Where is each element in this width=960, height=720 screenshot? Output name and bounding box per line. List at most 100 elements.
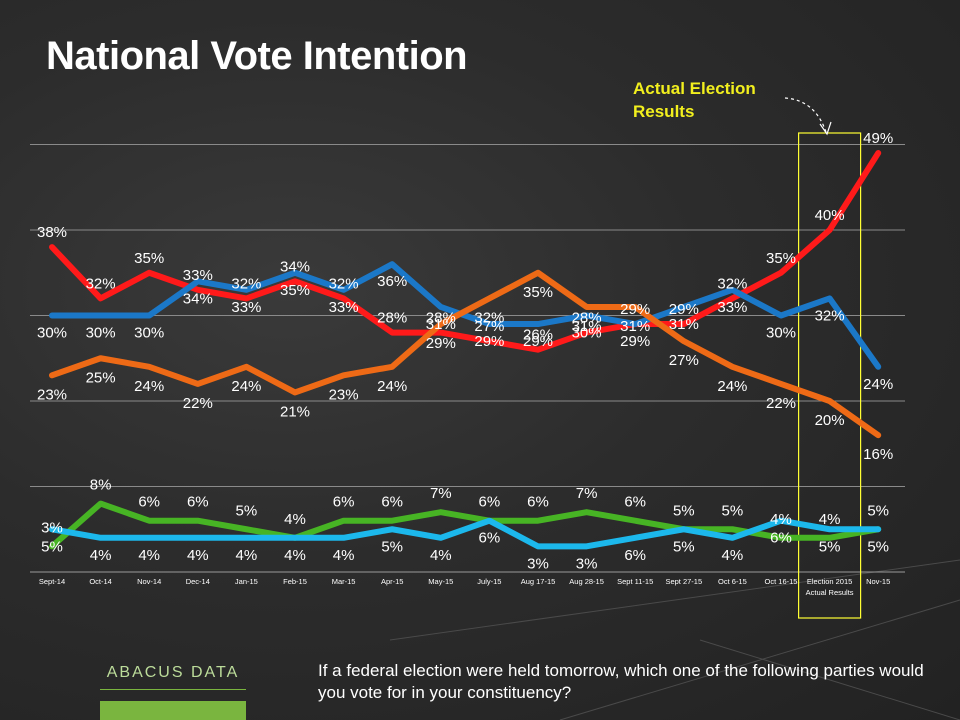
x-tick-label: Mar-15 bbox=[332, 577, 356, 586]
data-label: 49% bbox=[863, 130, 893, 147]
x-tick-label: Sept 27-15 bbox=[665, 577, 702, 586]
data-label: 7% bbox=[430, 485, 452, 502]
data-label: 5% bbox=[673, 502, 695, 519]
data-label: 35% bbox=[134, 250, 164, 267]
bg-deco-line bbox=[389, 559, 960, 641]
data-label: 28% bbox=[426, 310, 456, 327]
data-label: 30% bbox=[134, 325, 164, 342]
survey-question: If a federal election were held tomorrow… bbox=[318, 661, 924, 702]
data-label: 33% bbox=[231, 299, 261, 316]
data-label: 33% bbox=[183, 267, 213, 284]
data-label: 4% bbox=[284, 511, 306, 528]
data-label: 8% bbox=[90, 477, 112, 494]
election-annotation: Actual Election Results bbox=[633, 79, 756, 121]
data-label: 3% bbox=[576, 555, 598, 572]
data-label: 33% bbox=[329, 299, 359, 316]
x-tick-label: Feb-15 bbox=[283, 577, 307, 586]
data-label: 22% bbox=[183, 395, 213, 412]
data-label: 30% bbox=[572, 325, 602, 342]
data-label: 29% bbox=[620, 301, 650, 318]
data-label: 29% bbox=[669, 301, 699, 318]
x-tick-label: Oct 6-15 bbox=[718, 577, 747, 586]
data-label: 21% bbox=[280, 403, 310, 420]
data-label: 35% bbox=[523, 284, 553, 301]
data-label: 29% bbox=[426, 335, 456, 352]
data-label: 20% bbox=[815, 412, 845, 429]
data-label: 4% bbox=[284, 547, 306, 564]
data-label: 5% bbox=[867, 502, 889, 519]
data-label: 4% bbox=[430, 547, 452, 564]
data-label: 6% bbox=[138, 494, 160, 511]
x-tick-label: Oct 16-15 bbox=[765, 577, 798, 586]
data-label: 32% bbox=[474, 309, 504, 326]
data-label: 3% bbox=[41, 519, 63, 536]
data-label: 6% bbox=[527, 494, 549, 511]
data-label: 27% bbox=[669, 352, 699, 369]
data-label: 7% bbox=[576, 485, 598, 502]
series-line-4 bbox=[49, 500, 882, 550]
election-highlight-box bbox=[797, 132, 862, 619]
data-label: 35% bbox=[766, 250, 796, 267]
data-label: 24% bbox=[717, 378, 747, 395]
data-label: 34% bbox=[280, 258, 310, 275]
data-label: 28% bbox=[377, 310, 407, 327]
data-label: 24% bbox=[377, 378, 407, 395]
x-tick-label: Sept-14 bbox=[39, 577, 65, 586]
data-label: 6% bbox=[770, 530, 792, 547]
data-label: 24% bbox=[134, 378, 164, 395]
data-label: 31% bbox=[669, 316, 699, 333]
data-label: 4% bbox=[819, 511, 841, 528]
data-label: 23% bbox=[329, 386, 359, 403]
data-label: 27% bbox=[474, 318, 504, 335]
x-tick-label: Jan-15 bbox=[235, 577, 258, 586]
page-title: National Vote Intention bbox=[46, 34, 468, 78]
data-label: 38% bbox=[37, 224, 67, 241]
data-label: 4% bbox=[722, 547, 744, 564]
data-label: 31% bbox=[620, 318, 650, 335]
data-label: 34% bbox=[183, 290, 213, 307]
data-label: 6% bbox=[624, 547, 646, 564]
data-label: 4% bbox=[770, 511, 792, 528]
data-label: 32% bbox=[815, 307, 845, 324]
data-label: 4% bbox=[333, 547, 355, 564]
data-label: 30% bbox=[86, 325, 116, 342]
data-label: 5% bbox=[236, 502, 258, 519]
data-label: 22% bbox=[766, 395, 796, 412]
data-label: 28% bbox=[572, 310, 602, 327]
data-label: 29% bbox=[523, 333, 553, 350]
data-label: 5% bbox=[41, 538, 63, 555]
data-label: 31% bbox=[572, 318, 602, 335]
data-label: 30% bbox=[37, 325, 67, 342]
data-label: 26% bbox=[523, 327, 553, 344]
series-line-5 bbox=[49, 517, 882, 550]
data-label: 3% bbox=[527, 555, 549, 572]
data-label: 6% bbox=[381, 494, 403, 511]
series-line-1 bbox=[49, 150, 882, 353]
x-tick-label: Aug 17-15 bbox=[521, 577, 556, 586]
data-label: 4% bbox=[187, 547, 209, 564]
data-label: 36% bbox=[377, 273, 407, 290]
logo-bar bbox=[100, 701, 246, 720]
data-label: 5% bbox=[381, 538, 403, 555]
x-tick-label: Actual Results bbox=[806, 588, 854, 597]
data-label: 6% bbox=[187, 494, 209, 511]
x-tick-label: Nov-14 bbox=[137, 577, 161, 586]
data-label: 32% bbox=[231, 275, 261, 292]
x-tick-label: May-15 bbox=[428, 577, 453, 586]
data-label: 35% bbox=[280, 282, 310, 299]
data-label: 6% bbox=[479, 530, 501, 547]
x-tick-label: Dec-14 bbox=[186, 577, 210, 586]
bg-deco-line bbox=[559, 599, 960, 720]
abacus-logo: ABACUS DATA bbox=[106, 664, 240, 681]
series-line-2 bbox=[49, 261, 882, 370]
data-label: 5% bbox=[673, 538, 695, 555]
data-label: 40% bbox=[815, 207, 845, 224]
annotation-arrowhead bbox=[819, 121, 832, 136]
x-tick-label: Sept 11-15 bbox=[617, 577, 653, 586]
data-label: 24% bbox=[863, 376, 893, 393]
data-label: 32% bbox=[329, 275, 359, 292]
data-label: 6% bbox=[479, 494, 501, 511]
x-tick-label: Nov-15 bbox=[866, 577, 890, 586]
x-tick-label: Aug 28-15 bbox=[569, 577, 604, 586]
